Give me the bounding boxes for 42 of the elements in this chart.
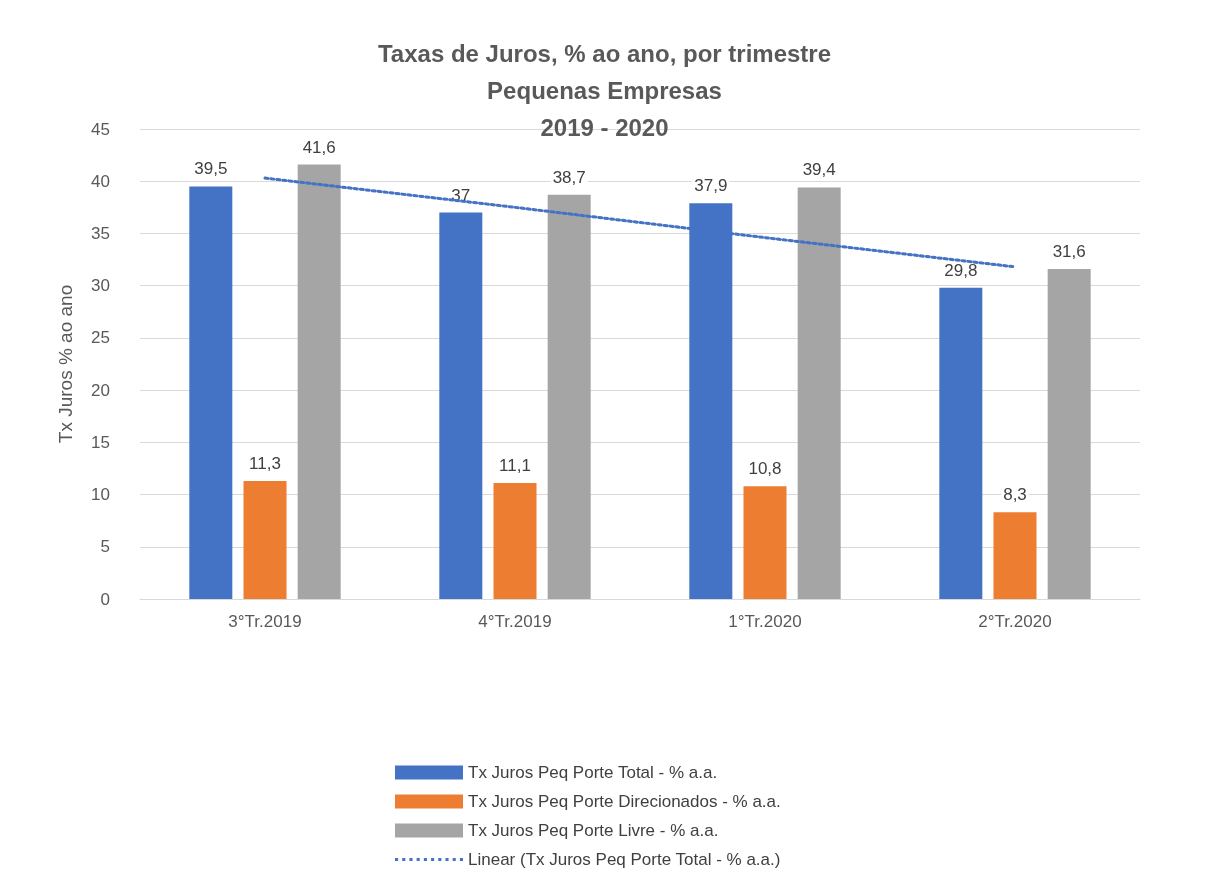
x-tick-label: 2°Tr.2020 <box>978 612 1052 631</box>
y-axis-title: Tx Juros % ao ano <box>55 284 76 444</box>
bar <box>189 186 233 599</box>
y-tick-label: 30 <box>91 276 110 296</box>
legend-label: Tx Juros Peq Porte Direcionados - % a.a. <box>468 792 781 811</box>
data-label: 10,8 <box>748 459 782 479</box>
bar <box>297 164 341 599</box>
y-tick-label: 20 <box>91 380 110 400</box>
data-label: 41,6 <box>302 137 336 157</box>
y-tick-label: 5 <box>100 537 110 557</box>
data-label: 38,7 <box>552 167 586 187</box>
legend-label: Tx Juros Peq Porte Livre - % a.a. <box>468 821 719 840</box>
data-label: 29,8 <box>944 260 978 280</box>
bar <box>1047 268 1091 599</box>
bar <box>547 194 591 599</box>
data-label: 37,9 <box>694 176 728 196</box>
data-label: 39,5 <box>194 159 228 179</box>
bar <box>439 212 483 599</box>
bar <box>243 480 287 599</box>
bar <box>493 483 537 599</box>
data-label: 11,3 <box>249 453 281 473</box>
data-label: 39,4 <box>802 160 836 180</box>
legend-label: Linear (Tx Juros Peq Porte Total - % a.a.) <box>468 850 781 869</box>
x-tick-label: 1°Tr.2020 <box>728 612 802 631</box>
x-tick-label: 3°Tr.2019 <box>228 612 302 631</box>
data-label: 11,1 <box>499 456 531 476</box>
y-tick-label: 10 <box>91 485 110 505</box>
chart-title: Taxas de Juros, % ao ano, por trimestre Pequenas Empresas 2019 - 2020 <box>377 40 832 141</box>
y-tick-label: 15 <box>91 432 110 452</box>
y-tick-label: 40 <box>91 171 110 191</box>
x-tick-label: 4°Tr.2019 <box>478 612 552 631</box>
data-label: 31,6 <box>1052 241 1086 261</box>
y-tick-label: 45 <box>91 119 110 139</box>
legend-label: Tx Juros Peq Porte Total - % a.a. <box>468 763 718 782</box>
bar <box>797 187 841 599</box>
y-tick-label: 0 <box>100 589 110 609</box>
y-tick-label: 35 <box>91 223 110 243</box>
data-label: 8,3 <box>1003 485 1027 505</box>
bar <box>939 287 983 599</box>
bar <box>993 512 1037 599</box>
bar <box>743 486 787 599</box>
y-tick-label: 25 <box>91 328 110 348</box>
